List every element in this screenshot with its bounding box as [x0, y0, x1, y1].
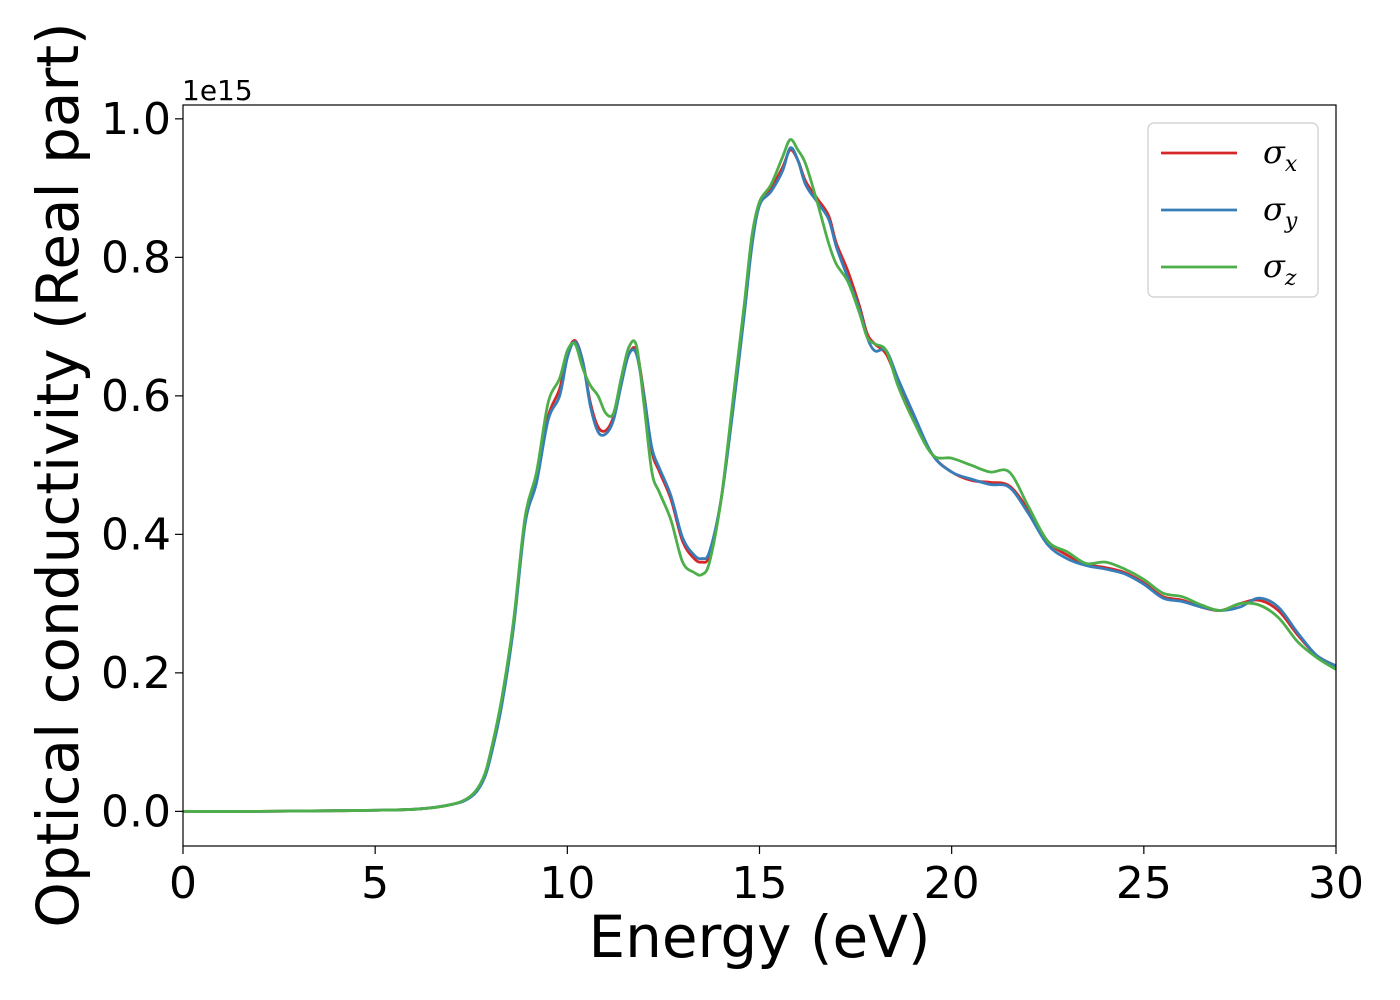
series-line-z	[182, 138, 1337, 813]
legend-label-x: σx	[1263, 133, 1298, 177]
legend-symbol: σ	[1263, 133, 1286, 171]
plot-lines	[182, 138, 1337, 813]
y-tick-label: 0.8	[101, 232, 171, 283]
x-tick-label: 20	[924, 858, 980, 909]
y-tick-label: 0.0	[101, 786, 171, 837]
x-axis-label: Energy (eV)	[588, 903, 930, 971]
y-tick-label: 0.4	[101, 509, 171, 560]
legend-subscript: z	[1284, 266, 1297, 291]
y-tick-label: 1.0	[101, 94, 171, 145]
x-tick-label: 25	[1116, 858, 1172, 909]
x-axis-ticks: 0 5 10 15 20 25 30	[169, 846, 1364, 909]
legend-subscript: x	[1285, 152, 1298, 177]
legend-label-z: σz	[1263, 247, 1297, 291]
x-tick-label: 30	[1308, 858, 1364, 909]
x-tick-label: 10	[539, 858, 595, 909]
y-offset-label: 1e15	[182, 74, 253, 107]
y-tick-label: 0.2	[101, 648, 171, 699]
y-tick-label: 0.6	[101, 371, 171, 422]
x-tick-label: 15	[732, 858, 788, 909]
legend-subscript: y	[1284, 209, 1298, 234]
x-tick-label: 5	[361, 858, 389, 909]
y-axis-label: Optical conductivity (Real part)	[24, 22, 92, 927]
y-axis-ticks: 0.0 0.2 0.4 0.6 0.8 1.0	[101, 94, 183, 837]
legend-label-y: σy	[1263, 190, 1298, 234]
legend-symbol: σ	[1263, 247, 1286, 285]
x-tick-label: 0	[169, 858, 197, 909]
legend-symbol: σ	[1263, 190, 1286, 228]
